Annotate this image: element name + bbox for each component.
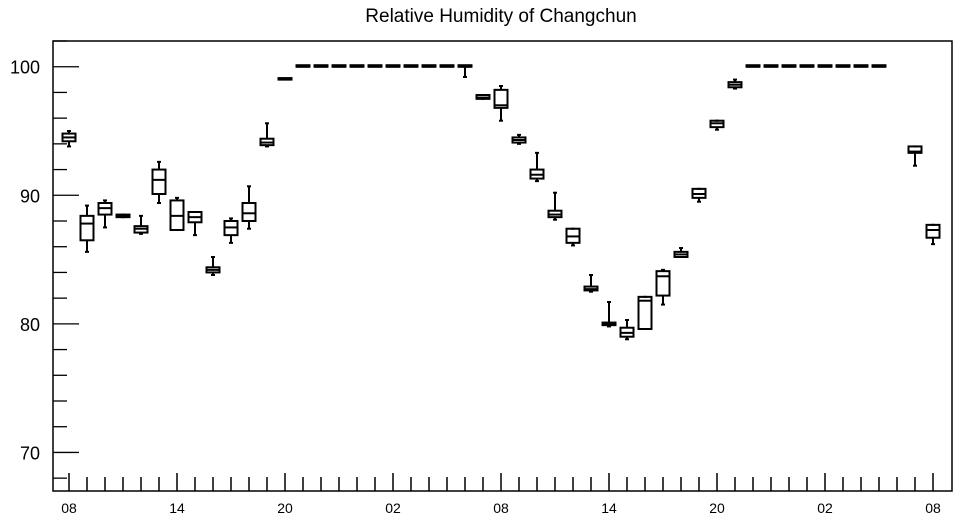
y-tick-label: 100 — [10, 58, 40, 78]
box-item — [925, 223, 941, 246]
x-tick-label: 14 — [601, 500, 617, 516]
box-item — [475, 94, 491, 100]
box-rect — [907, 145, 923, 154]
box-item — [187, 211, 203, 237]
box-item — [637, 295, 653, 331]
box-item — [61, 130, 77, 148]
box-item — [241, 185, 257, 230]
x-tick-label: 02 — [817, 500, 833, 516]
box-item — [835, 64, 851, 68]
x-tick-label: 02 — [385, 500, 401, 516]
box-item — [349, 64, 365, 68]
box-item — [853, 64, 869, 68]
box-item — [691, 187, 707, 203]
box-item — [169, 196, 185, 232]
box-item — [151, 160, 167, 204]
x-tick-label: 08 — [493, 500, 509, 516]
box-item — [763, 64, 779, 68]
box-rect — [241, 202, 257, 222]
x-tick-label: 08 — [925, 500, 941, 516]
box-item — [799, 64, 815, 68]
box-item — [385, 64, 401, 68]
box-item — [565, 227, 581, 247]
box-item — [817, 64, 833, 68]
box-item — [727, 78, 743, 90]
box-item — [79, 204, 95, 253]
box-item — [493, 85, 509, 122]
box-item — [97, 199, 113, 229]
box-item — [673, 247, 689, 259]
x-tick-label: 20 — [277, 500, 293, 516]
box-item — [223, 217, 239, 244]
chart-title: Relative Humidity of Changchun — [365, 6, 636, 27]
box-item — [367, 64, 383, 68]
box-item — [529, 151, 545, 183]
box-item — [133, 214, 149, 235]
y-tick-label: 80 — [20, 315, 40, 335]
box-rect — [79, 214, 95, 242]
box-item — [313, 64, 329, 68]
box-item — [583, 274, 599, 293]
box-item — [205, 256, 221, 276]
box-rect — [655, 270, 671, 297]
y-axis: 70 80 90 100 — [10, 40, 79, 479]
box-item — [439, 64, 455, 68]
box-item — [601, 301, 617, 328]
box-item — [259, 122, 275, 148]
plot-frame — [52, 40, 953, 492]
box-item — [655, 268, 671, 306]
box-item — [547, 191, 563, 221]
box-item — [709, 119, 725, 131]
x-axis: 08 14 20 02 08 14 20 02 08 — [61, 473, 941, 516]
y-tick-label: 70 — [20, 443, 40, 463]
box-item — [781, 64, 797, 68]
box-rect — [925, 223, 941, 239]
box-rect — [151, 168, 167, 195]
box-series — [61, 64, 941, 341]
x-tick-label: 20 — [709, 500, 725, 516]
box-item — [277, 77, 293, 81]
box-rect — [493, 88, 509, 109]
box-item — [871, 64, 887, 68]
box-item — [115, 213, 131, 219]
box-item — [295, 64, 311, 68]
box-item — [907, 145, 923, 167]
box-item — [619, 319, 635, 341]
box-item — [745, 64, 761, 68]
y-tick-label: 90 — [20, 186, 40, 206]
box-item — [331, 64, 347, 68]
x-tick-label: 14 — [169, 500, 185, 516]
x-tick-label: 08 — [61, 500, 77, 516]
box-item — [403, 64, 419, 68]
box-item — [421, 64, 437, 68]
box-item — [511, 133, 527, 145]
box-rect — [637, 295, 653, 331]
box-item — [457, 64, 473, 78]
